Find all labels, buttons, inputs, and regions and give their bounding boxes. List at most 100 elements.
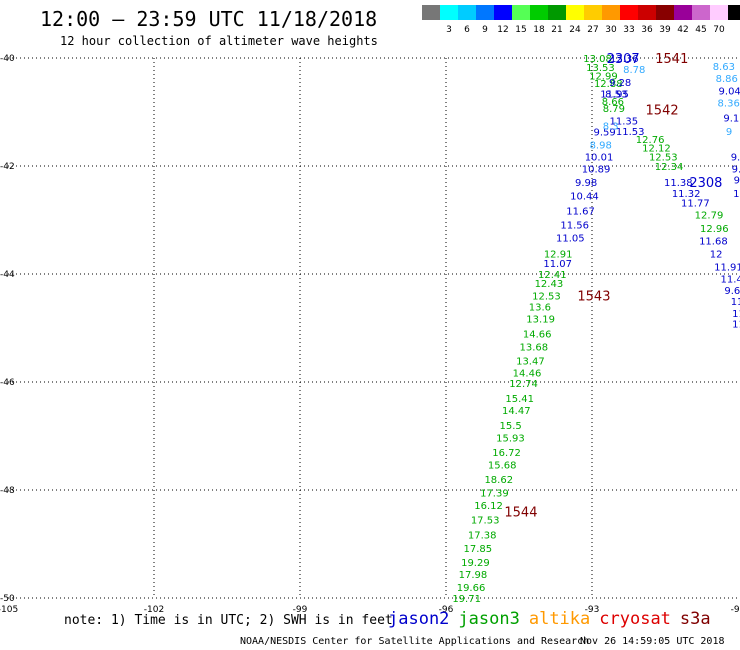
wave-height-label: 8.53	[605, 90, 627, 101]
wave-height-label: 15.68	[488, 461, 517, 472]
y-tick-label: -44	[0, 270, 15, 280]
wave-height-label: 11.53	[616, 127, 645, 138]
wave-height-label: 15.41	[505, 394, 534, 405]
wave-height-label: 11.76	[731, 297, 740, 308]
wave-height-label: 8.63	[713, 62, 735, 73]
wave-height-label: 12.88	[594, 79, 623, 90]
wave-height-label: 9.71	[731, 152, 740, 163]
wave-height-label: 11.35	[610, 117, 639, 128]
pass-time-label: 2307	[607, 52, 640, 67]
color-scale-label: 42	[677, 25, 688, 35]
wave-height-label: 15.93	[496, 434, 525, 445]
wave-height-label: 19.71	[452, 594, 481, 605]
x-tick-label: -90	[731, 605, 740, 615]
wave-height-label: 10.44	[570, 192, 599, 203]
wave-height-label: 13.6	[529, 302, 551, 313]
satellite-cryosat: cryosat	[599, 609, 671, 629]
wave-height-label: 9.04	[719, 86, 740, 97]
satellite-jason3: jason3	[458, 609, 520, 629]
wave-height-label: 12.53	[532, 292, 561, 303]
wave-height-label: 12.41	[538, 270, 567, 281]
wave-height-label: 12.91	[544, 249, 573, 260]
color-scale-label: 36	[641, 25, 653, 35]
wave-height-label: 13.19	[526, 314, 555, 325]
wave-height-label: 11.56	[560, 220, 589, 231]
wave-height-label: 19.29	[461, 558, 490, 569]
color-scale-label: 45	[695, 25, 706, 35]
wave-height-label: 14.66	[523, 329, 552, 340]
color-scale-label: 24	[569, 25, 581, 35]
y-tick-label: -40	[0, 54, 15, 64]
pass-time-label: 1544	[504, 506, 537, 521]
x-tick-label: -102	[144, 605, 164, 615]
wave-height-label: 13.68	[519, 342, 548, 353]
satellite-s3a: s3a	[679, 609, 711, 629]
wave-height-label: 9.98	[575, 178, 597, 189]
wave-height-label: 11.07	[543, 259, 572, 270]
wave-height-values: 13.0813.5312.9912.888.668.7912.7612.1212…	[452, 54, 740, 605]
wave-height-label: 12.99	[589, 71, 618, 82]
color-scale-swatch	[566, 5, 584, 20]
x-tick-label: -99	[293, 605, 308, 615]
color-scale-swatch	[692, 5, 710, 20]
wave-height-label: 13.47	[516, 356, 545, 367]
color-scale-label: 18	[533, 25, 545, 35]
wave-height-label: 12.74	[509, 379, 538, 390]
color-scale-swatch	[656, 5, 674, 20]
wave-height-label: 11.8	[732, 309, 740, 320]
color-scale-swatch	[674, 5, 692, 20]
color-scale-swatch	[728, 5, 740, 20]
wave-height-label: 17.38	[468, 530, 497, 541]
wave-height-label: 18.62	[484, 475, 513, 486]
wave-height-label: 11.68	[699, 237, 728, 248]
wave-height-label: 9.28	[609, 78, 631, 89]
wave-height-label: 12	[710, 249, 723, 260]
pass-time-label: 2308	[689, 176, 722, 191]
wave-height-label: 12.36	[610, 54, 639, 65]
wave-height-label: 8.66	[602, 97, 624, 108]
wave-height-label: 11	[733, 189, 740, 200]
units-note: note: 1) Time is in UTC; 2) SWH is in fe…	[64, 613, 393, 628]
y-tick-label: -42	[0, 162, 15, 172]
color-scale-swatch	[458, 5, 476, 20]
color-scale-label: 33	[623, 25, 634, 35]
color-scale-swatch	[440, 5, 458, 20]
color-scale-swatch	[710, 5, 728, 20]
wave-height-label: 16.12	[474, 501, 503, 512]
color-scale-label: 6	[464, 25, 470, 35]
wave-height-label: 12.96	[700, 224, 729, 235]
wave-height-label: 17.85	[464, 544, 493, 555]
wave-height-label: 11.77	[681, 199, 710, 210]
wave-height-label: 17.98	[459, 570, 488, 581]
color-scale-label: 39	[659, 25, 671, 35]
wave-height-label: 9	[726, 127, 732, 138]
y-tick-label: -48	[0, 486, 15, 496]
generated-timestamp: Nov 26 14:59:05 UTC 2018	[580, 636, 725, 647]
wave-height-label: 12.34	[655, 162, 684, 173]
color-scale-label: 70	[713, 25, 725, 35]
color-scale-swatch	[638, 5, 656, 20]
wave-height-label: 12.76	[636, 135, 665, 146]
pass-time-label: 1542	[646, 103, 679, 118]
wave-height-label: 19.66	[457, 583, 486, 594]
satellite-altika: altika	[528, 609, 591, 629]
wave-height-label: 9.59	[593, 127, 615, 138]
color-scale-label: 27	[587, 25, 598, 35]
wave-height-label: 8.78	[623, 65, 645, 76]
chart-subtitle: 12 hour collection of altimeter wave hei…	[60, 34, 378, 48]
color-scale-swatch	[512, 5, 530, 20]
wave-height-label: 11.8	[732, 320, 740, 331]
color-scale-swatch	[422, 5, 440, 20]
color-scale-label: 12	[497, 25, 508, 35]
wave-height-label: 14.46	[513, 368, 542, 379]
wave-height-label: 12.12	[642, 144, 671, 155]
color-scale-label: 15	[515, 25, 526, 35]
color-scale-swatch	[620, 5, 638, 20]
color-scale-label: 21	[551, 25, 562, 35]
wave-height-label: 11.91	[714, 262, 740, 273]
pass-time-label: 1543	[577, 290, 610, 305]
wave-height-label: 14.47	[502, 406, 531, 417]
x-tick-label: -96	[439, 605, 454, 615]
color-scale-swatch	[494, 5, 512, 20]
wave-height-label: 13.08	[583, 54, 612, 65]
